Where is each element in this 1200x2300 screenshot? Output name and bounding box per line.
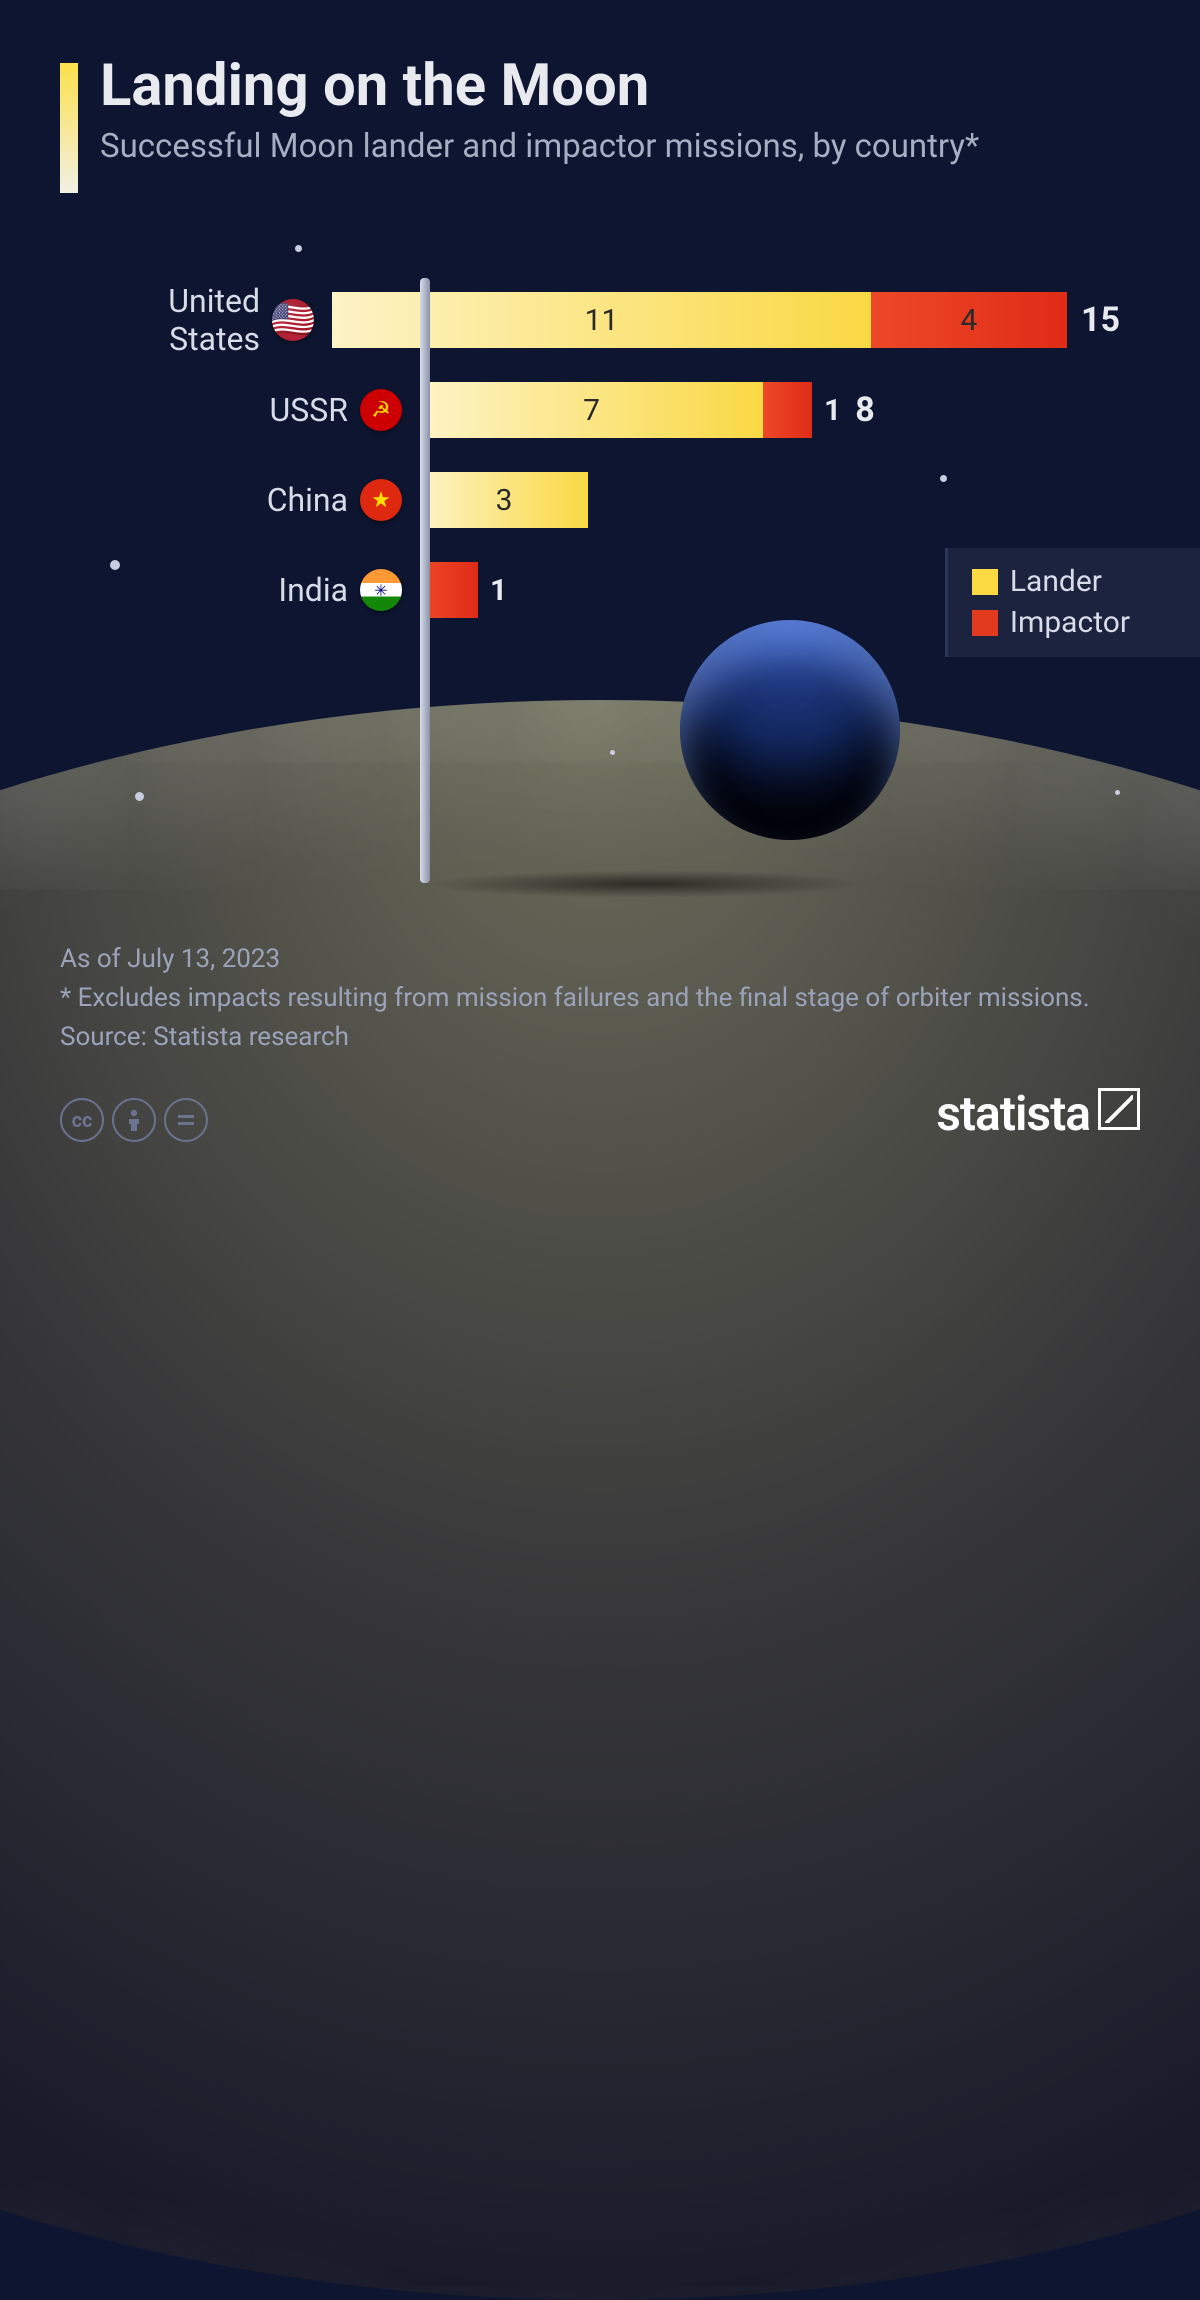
bar-group: 7 [420,382,812,438]
bar-lander: 3 [420,472,588,528]
legend-label: Impactor [1010,603,1130,644]
header: Landing on the Moon Successful Moon land… [60,55,979,193]
flag-us: 🇺🇸 [272,299,314,341]
flag-ussr: ☭ [360,389,402,431]
star [135,792,144,801]
chart-row: USSR☭ 7 18 [80,380,1120,440]
bar-group: 3 [420,472,588,528]
flag-india: ✳ [360,569,402,611]
country-label: China [80,481,360,519]
legend-swatch [972,569,998,595]
chart-subtitle: Successful Moon lander and impactor miss… [100,127,979,166]
bar-group: 114 [332,292,1067,348]
star [610,750,615,755]
bar-lander: 7 [420,382,763,438]
impactor-value: 1 [824,393,841,428]
country-label: USSR [80,391,360,429]
by-icon [112,1098,156,1142]
brand-text: statista [936,1085,1090,1142]
nd-icon [164,1098,208,1142]
cc-icon: cc [60,1098,104,1142]
accent-bar [60,63,78,193]
chart-row: United States🇺🇸11415 [80,290,1120,350]
chart-title: Landing on the Moon [100,55,979,119]
footer: As of July 13, 2023 * Excludes impacts r… [60,940,1140,1142]
legend-label: Lander [1010,562,1102,603]
flag-pole [420,278,430,883]
chart-row: China★ 3 [80,470,1120,530]
star [295,245,302,252]
footer-source: Source: Statista research [60,1018,1140,1057]
bar-lander: 11 [332,292,871,348]
legend: LanderImpactor [945,548,1200,657]
total-value: 15 [1081,300,1120,340]
legend-item: Lander [972,562,1130,603]
flag-china: ★ [360,479,402,521]
bar-impactor [763,382,812,438]
license-icons: cc [60,1098,208,1142]
star [1115,790,1120,795]
legend-swatch [972,610,998,636]
impactor-value: 1 [490,573,507,608]
brand: statista [936,1085,1140,1142]
country-label: United States [80,282,272,358]
footer-date: As of July 13, 2023 [60,940,1140,979]
legend-item: Impactor [972,603,1130,644]
bar-impactor: 4 [871,292,1067,348]
country-label: India [80,571,360,609]
earth [680,620,900,840]
total-value: 8 [855,390,875,430]
brand-mark-icon [1098,1088,1140,1130]
footer-note: * Excludes impacts resulting from missio… [60,979,1140,1018]
